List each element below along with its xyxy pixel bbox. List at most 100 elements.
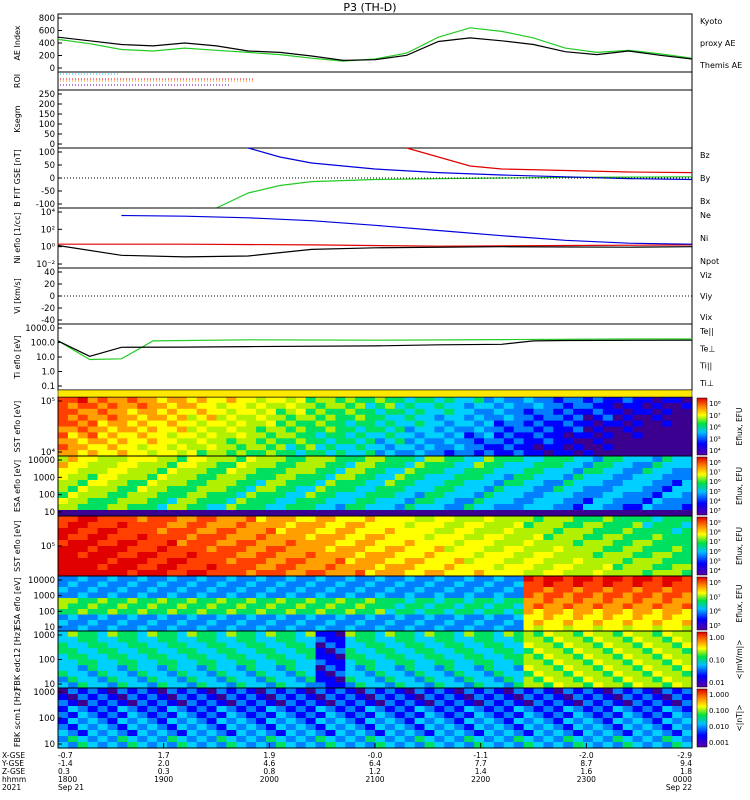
heat-cell (384, 694, 396, 701)
heat-cell (365, 480, 376, 487)
heat-cell (662, 718, 673, 725)
heat-cell (493, 603, 505, 610)
heat-cell (216, 688, 227, 695)
heat-cell (612, 676, 624, 683)
heat-cell (513, 444, 525, 451)
heat-cell (682, 498, 693, 505)
heat-cell (484, 462, 495, 469)
heat-cell (682, 736, 693, 743)
heat-cell (662, 498, 673, 505)
heat-cell (285, 426, 297, 433)
colorbar-tick-label: 10⁸ (709, 529, 721, 537)
y-axis-label: B FIT GSE [nT] (13, 149, 22, 207)
heat-cell (573, 397, 584, 404)
heat-cell (315, 603, 327, 610)
heat-cell (305, 420, 317, 428)
heat-cell (147, 468, 158, 475)
heat-cell (147, 570, 158, 577)
heat-cell (58, 712, 69, 719)
heat-cell (404, 592, 416, 599)
heat-cell (117, 625, 128, 632)
heat-cell (206, 402, 218, 410)
heat-cell (434, 558, 445, 565)
heat-cell (444, 742, 455, 749)
heat-cell (216, 408, 227, 416)
heat-cell (157, 587, 168, 594)
heat-cell (533, 694, 544, 701)
heat-cell (602, 694, 614, 701)
heat-cell (157, 498, 168, 505)
heat-cell (67, 420, 79, 428)
heat-cell (266, 676, 277, 683)
heat-cell (464, 462, 475, 469)
heat-cell (533, 546, 544, 553)
heat-cell (97, 558, 109, 565)
heat-cell (305, 625, 317, 632)
heat-cell (533, 730, 544, 737)
heat-cell (662, 492, 673, 499)
heat-cell (97, 474, 109, 481)
heat-cell (662, 609, 673, 616)
heat-cell (454, 688, 465, 695)
heat-cell (533, 648, 544, 655)
heat-cell (434, 552, 445, 559)
heat-cell (583, 603, 594, 610)
heat-cell (246, 468, 257, 475)
heat-cell (97, 504, 109, 511)
heat-cell (474, 642, 485, 649)
heat-cell (464, 700, 475, 707)
heat-cell (375, 534, 386, 541)
x-ephem-value: 1.2 (369, 767, 381, 776)
heat-cell (256, 540, 267, 547)
heat-cell (157, 408, 168, 416)
heat-cell (117, 558, 128, 565)
heat-cell (256, 665, 267, 672)
x-ephem-value: Sep 21 (58, 783, 84, 792)
heat-cell (127, 558, 138, 565)
heat-cell (157, 730, 168, 737)
heat-cell (682, 522, 693, 529)
heat-cell (315, 724, 327, 731)
heat-cell (632, 444, 644, 451)
heat-cell (404, 486, 416, 493)
heat-cell (424, 498, 435, 505)
heat-cell (97, 432, 109, 439)
heat-cell (365, 631, 376, 638)
heat-cell (632, 712, 644, 719)
heat-cell (226, 397, 237, 404)
heat-cell (295, 712, 307, 719)
heat-cell (117, 570, 128, 577)
heat-cell (662, 540, 673, 547)
heat-cell (345, 718, 356, 725)
heat-cell (424, 510, 435, 517)
heat-cell (196, 474, 208, 481)
heat-cell (295, 504, 307, 511)
y-tick-label: 1000 (33, 688, 55, 698)
heat-cell (503, 480, 515, 487)
heat-cell (583, 486, 594, 493)
heat-cell (335, 552, 346, 559)
y-tick-label: 1000.0 (25, 324, 55, 334)
heat-cell (246, 712, 257, 719)
heat-cell (384, 625, 396, 632)
heat-cell (662, 670, 673, 678)
heat-cell (632, 653, 644, 661)
heat-cell (672, 468, 683, 475)
heat-cell (117, 474, 128, 481)
heat-cell (394, 504, 406, 511)
heat-cell (206, 598, 218, 605)
heat-cell (493, 534, 505, 541)
heat-cell (67, 625, 79, 632)
heat-cell (682, 653, 693, 661)
heat-cell (444, 636, 455, 643)
heat-cell (444, 587, 455, 594)
heat-cell (285, 625, 297, 632)
heat-cell (493, 706, 505, 713)
heat-cell (87, 694, 99, 701)
heat-cell (523, 552, 535, 559)
heat-cell (345, 546, 356, 553)
heat-cell (137, 706, 148, 713)
heat-cell (612, 408, 624, 416)
heat-cell (266, 570, 277, 577)
heat-cell (137, 724, 148, 731)
